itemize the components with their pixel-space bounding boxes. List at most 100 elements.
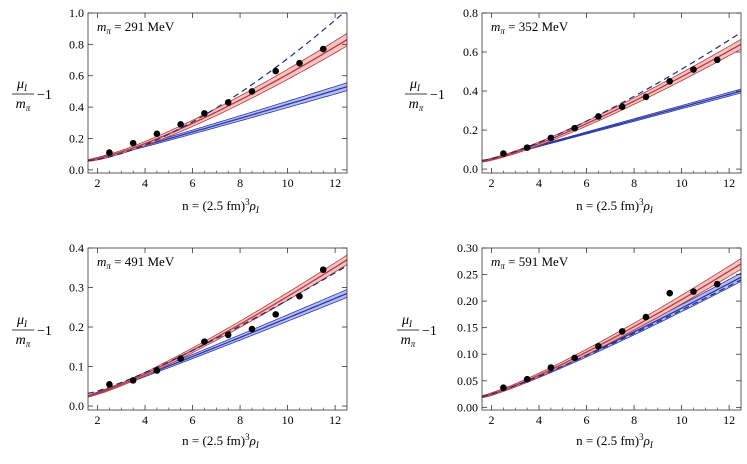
y-label-denominator: mπ: [16, 97, 31, 113]
red-center-line: [88, 39, 347, 162]
y-tick-label: 0.6: [463, 45, 478, 59]
red-lower-edge: [482, 48, 741, 163]
data-point: [500, 384, 507, 391]
red-upper-edge: [482, 258, 741, 397]
data-point: [224, 331, 232, 339]
red-lower-edge: [482, 268, 741, 399]
y-label-denominator: mπ: [409, 97, 424, 113]
y-tick-label: 0.00: [457, 400, 478, 414]
x-tick-label: 4: [142, 413, 148, 427]
y-label-denominator: mπ: [401, 333, 416, 349]
x-tick-label: 4: [142, 176, 148, 190]
y-tick-label: 0.2: [69, 320, 84, 334]
data-point: [666, 289, 674, 297]
plot-area: [88, 13, 347, 162]
x-tick-label: 12: [723, 413, 735, 427]
y-axis-label: μI mπ −1: [12, 313, 52, 349]
y-tick-label: 0.20: [457, 294, 478, 308]
chart-panel-4: 2 4 6 8 10 12 0.00 0.05 0.10 0.15 0.20 0.25 0.30 mπ =…: [397, 241, 742, 450]
x-tick-label: 6: [190, 413, 196, 427]
y-tick-label: 0.8: [69, 37, 84, 51]
y-tick-label: 0.2: [463, 123, 478, 137]
x-axis-label: n = (2.5 fm)3ρI: [576, 197, 654, 215]
data-point: [319, 266, 327, 274]
y-label-denominator: mπ: [16, 333, 31, 349]
x-tick-label: 10: [676, 413, 688, 427]
x-tick-label: 4: [536, 176, 542, 190]
plot-frame: [87, 12, 348, 174]
red-band: [482, 258, 741, 398]
y-axis-label: μI mπ −1: [405, 77, 445, 113]
plot-frame: [481, 247, 742, 411]
x-tick-label: 8: [631, 176, 637, 190]
x-axis-label: n = (2.5 fm)3ρI: [576, 432, 654, 450]
dashed-curve: [88, 13, 345, 162]
y-tick-label: 0.8: [463, 6, 478, 20]
dashed-curve: [482, 279, 741, 398]
data-point: [153, 130, 161, 138]
dashed-curve: [482, 32, 741, 161]
x-tick-label: 2: [95, 176, 101, 190]
y-label-minus-one: −1: [422, 324, 437, 339]
mass-label: mπ = 352 MeV: [491, 19, 569, 36]
x-tick-label: 2: [489, 413, 495, 427]
y-label-numerator: μI: [16, 313, 28, 329]
data-point: [547, 364, 555, 371]
data-point: [177, 355, 184, 362]
blue-upper-edge: [88, 289, 347, 396]
x-tick-label: 12: [723, 176, 735, 190]
x-tick-label: 8: [237, 413, 243, 427]
y-tick-label: 0.15: [457, 321, 478, 335]
data-point: [106, 381, 113, 388]
data-point: [523, 375, 531, 383]
y-tick-label: 0.4: [69, 100, 84, 114]
data-point: [666, 77, 674, 85]
data-point: [129, 139, 137, 147]
y-tick-label: 0.1: [69, 360, 84, 374]
data-point: [296, 292, 303, 300]
plot-area: [482, 258, 741, 399]
x-tick-label: 12: [329, 413, 341, 427]
data-point: [319, 45, 327, 53]
x-tick-label: 6: [584, 413, 590, 427]
x-tick-label: 12: [329, 176, 341, 190]
x-tick-label: 2: [489, 176, 495, 190]
data-point: [642, 313, 650, 321]
data-point: [224, 99, 232, 106]
y-label-minus-one: −1: [37, 88, 52, 103]
y-tick-label: 0.05: [457, 374, 478, 388]
x-tick-label: 2: [95, 413, 101, 427]
plot-area: [88, 254, 347, 398]
data-point: [272, 311, 280, 318]
data-point: [106, 149, 113, 156]
mass-label: mπ = 491 MeV: [97, 254, 175, 271]
data-point: [129, 377, 137, 384]
data-point: [571, 124, 578, 132]
y-tick-label: 0.2: [69, 131, 84, 145]
x-tick-label: 10: [282, 176, 294, 190]
data-point: [153, 367, 161, 374]
plot-frame: [87, 247, 348, 411]
chart-panel-2: 2 4 6 8 10 12 0.0 0.2 0.4 0.6 0.8 mπ = 352 MeV μI mπ−…: [405, 6, 742, 215]
x-axis-label: n = (2.5 fm)3ρI: [182, 197, 260, 215]
data-point: [713, 280, 721, 288]
mass-label: mπ = 591 MeV: [491, 254, 569, 271]
data-point: [595, 342, 602, 350]
data-point: [500, 150, 507, 157]
data-point: [690, 288, 697, 295]
y-tick-label: 0.0: [69, 399, 84, 413]
chart-panel-1: 2 4 6 8 10 12 0.0 0.2 0.4 0.6 0.8 1.0 mπ = 291 MeV μI…: [12, 6, 348, 215]
chart-panel-3: 2 4 6 8 10 12 0.0 0.1 0.2 0.3 0.4 mπ = 491 MeV μI mπ−…: [12, 241, 348, 450]
data-point: [713, 56, 721, 64]
mass-label: mπ = 291 MeV: [97, 19, 175, 36]
y-axis-label: μI mπ −1: [12, 77, 52, 113]
data-point: [571, 354, 578, 362]
x-tick-label: 4: [536, 413, 542, 427]
data-point: [595, 113, 602, 120]
y-axis-label: μI mπ −1: [397, 313, 437, 349]
x-tick-label: 6: [190, 176, 196, 190]
x-tick-label: 6: [584, 176, 590, 190]
y-label-numerator: μI: [401, 313, 413, 329]
y-tick-label: 0.4: [463, 84, 478, 98]
data-point: [177, 121, 184, 128]
